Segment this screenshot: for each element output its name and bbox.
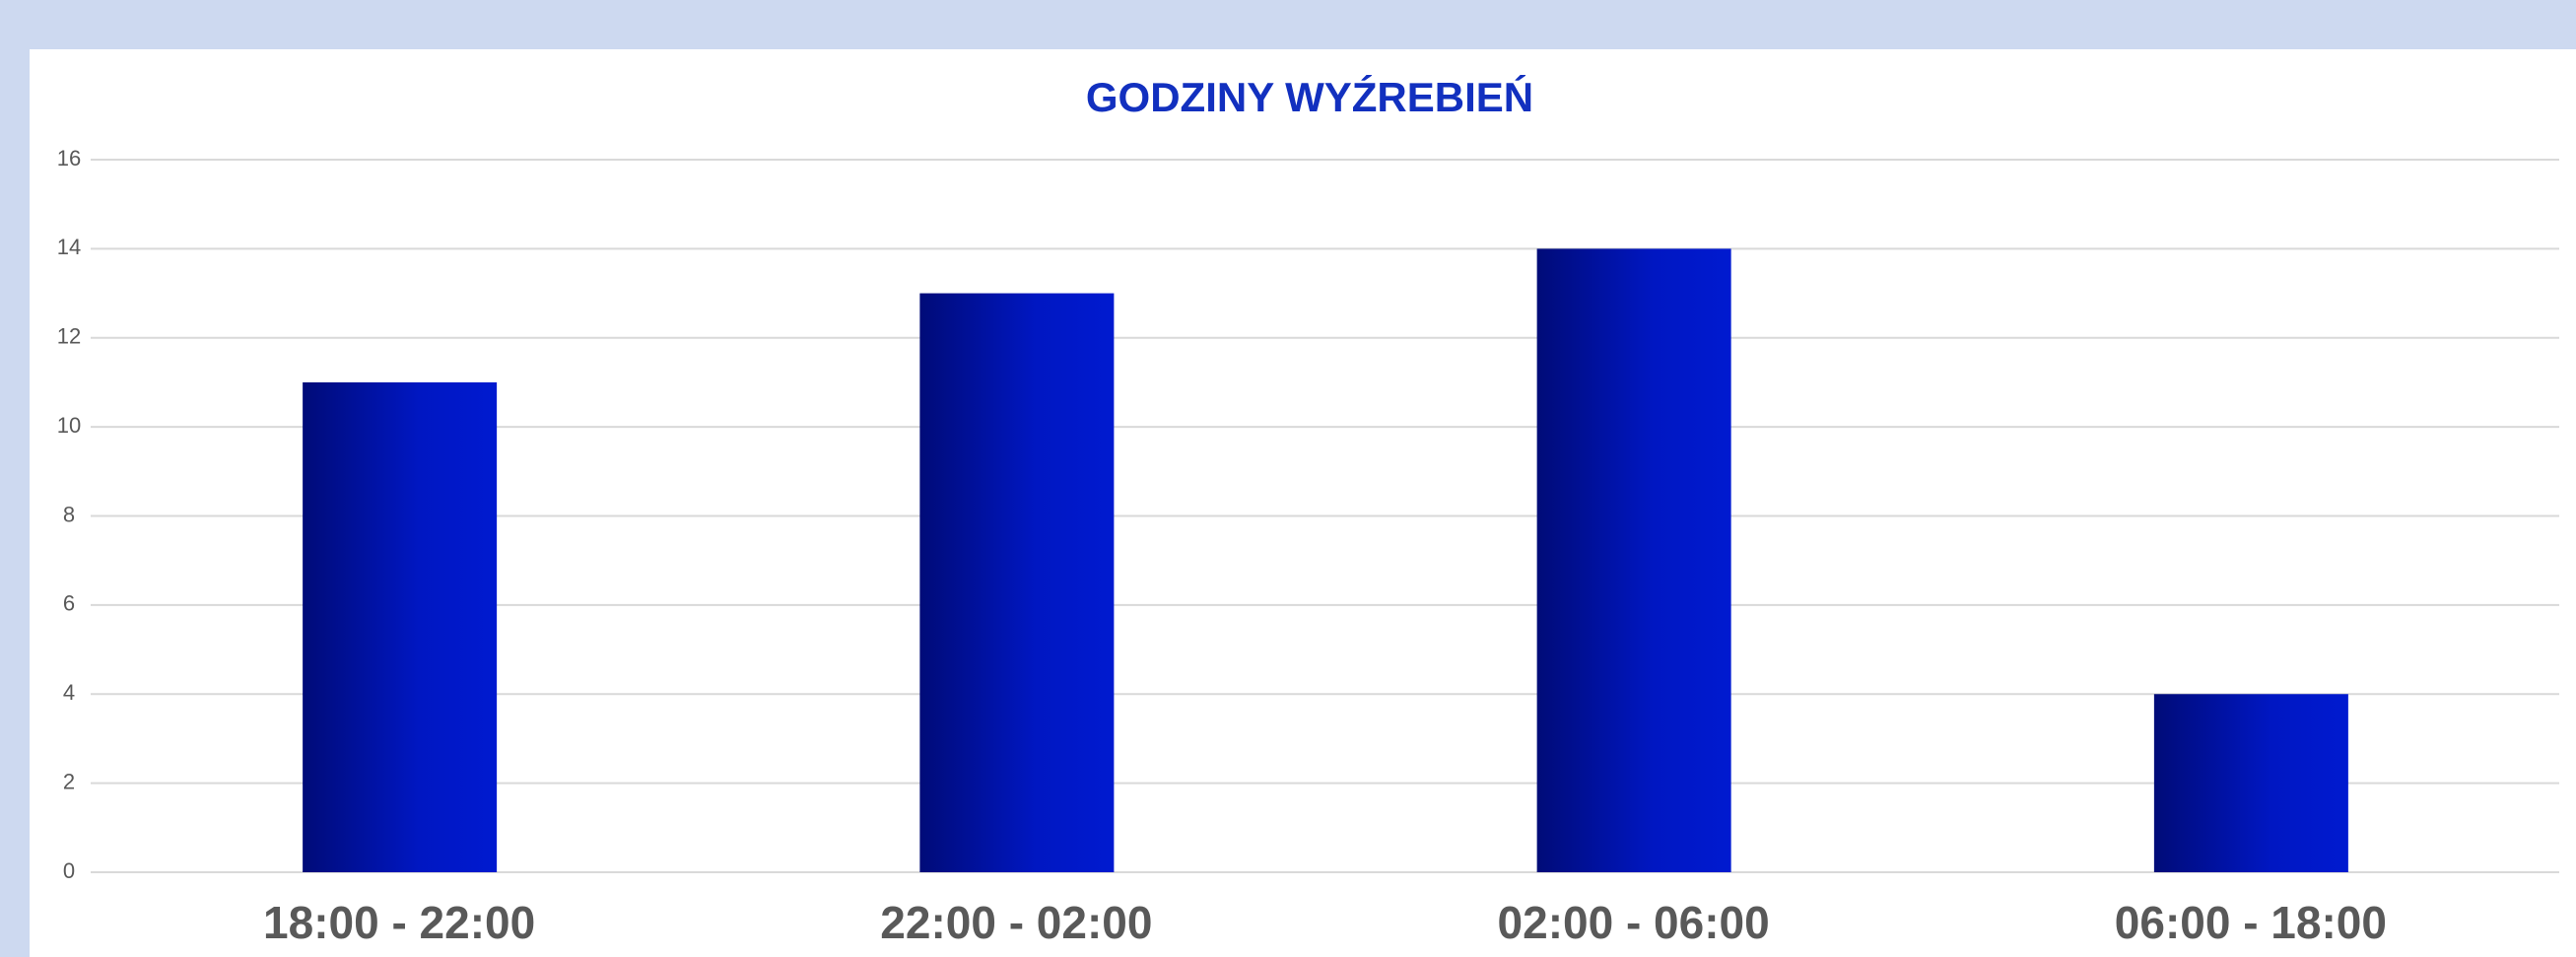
bar xyxy=(919,293,1115,872)
y-tick-label: 10 xyxy=(57,413,81,438)
x-tick-label: 06:00 - 18:00 xyxy=(2115,897,2387,948)
bar xyxy=(303,381,498,872)
y-tick-label: 14 xyxy=(57,235,81,259)
y-tick-label: 4 xyxy=(63,680,75,705)
x-tick-label: 02:00 - 06:00 xyxy=(1498,897,1770,948)
chart-title: GODZINY WYŹREBIEŃ xyxy=(1086,74,1533,120)
bar xyxy=(2153,694,2348,872)
y-tick-label: 0 xyxy=(63,858,75,883)
y-tick-label: 12 xyxy=(57,324,81,349)
x-tick-label: 18:00 - 22:00 xyxy=(263,897,535,948)
y-tick-label: 8 xyxy=(63,502,75,526)
y-tick-label: 2 xyxy=(63,769,75,793)
y-tick-label: 16 xyxy=(57,146,81,171)
y-tick-label: 6 xyxy=(63,591,75,616)
x-tick-label: 22:00 - 02:00 xyxy=(880,897,1152,948)
bar xyxy=(1536,248,1731,872)
